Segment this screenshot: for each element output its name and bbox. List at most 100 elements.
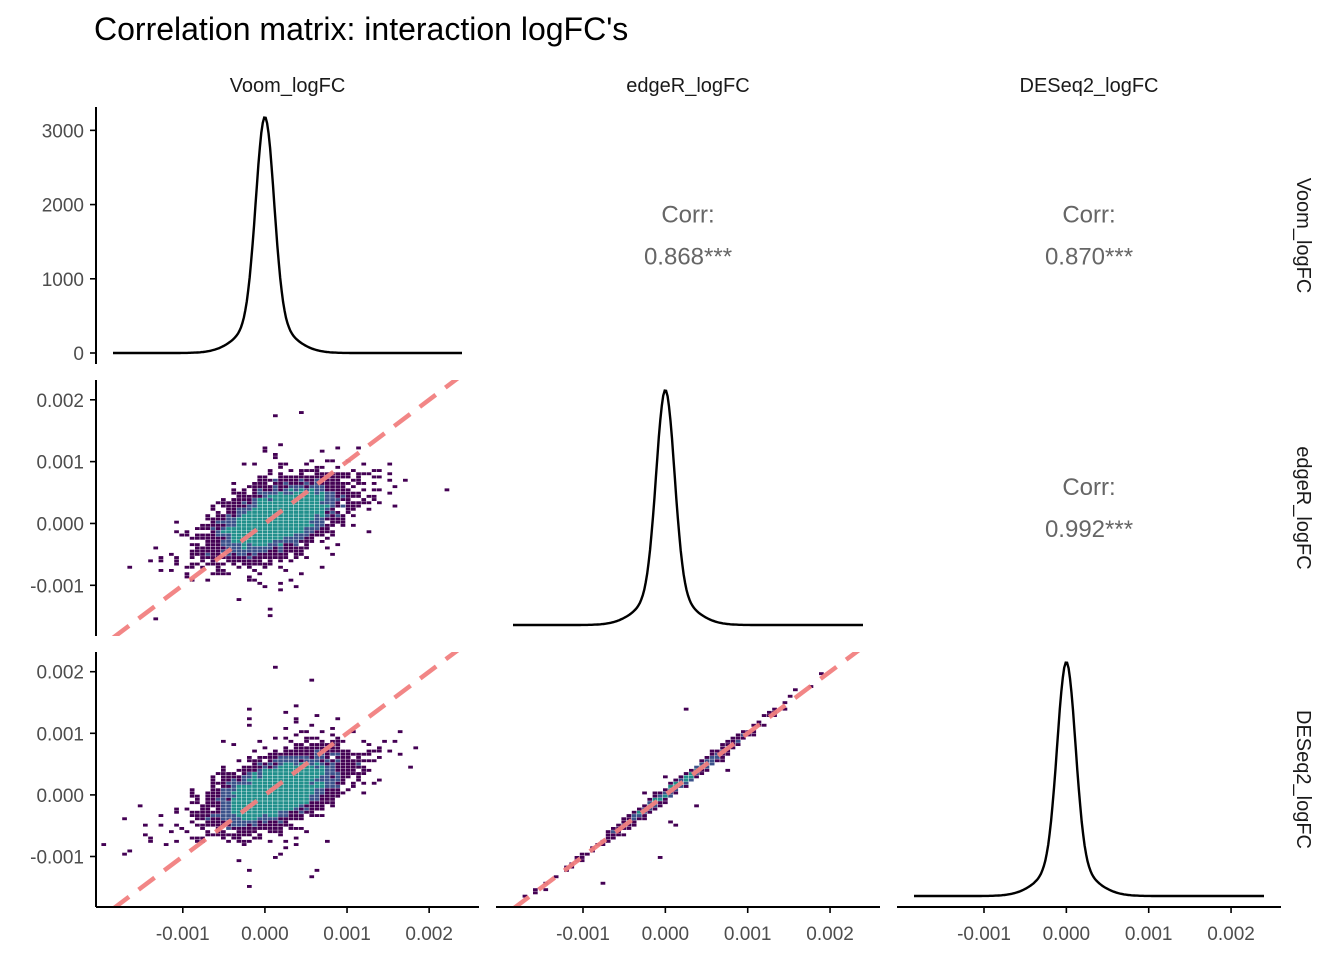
hexbin-cell [231,785,237,788]
hexbin-cell [319,504,325,508]
hexbin-cell [366,768,372,772]
hexbin-cell [205,562,211,566]
hexbin-cell [215,540,221,543]
hexbin-cell [210,507,216,511]
hexbin-cell [761,714,767,717]
hexbin-cell [283,540,289,543]
hexbin-cell [262,746,268,750]
hexbin-cell [262,585,268,589]
hexbin-cell [215,823,221,827]
hexbin-cell [247,772,252,775]
hexbin-cell [709,759,715,763]
hexbin-cell [267,507,273,511]
hexbin-cell [283,710,289,714]
hexbin-cell [299,507,304,511]
hexbin-cell [215,533,221,537]
hexbin-cell [392,485,398,489]
hexbin-cell [247,501,252,505]
hexbin-cell [652,804,658,808]
hexbin-cell [257,501,263,505]
hexbin-cell [247,552,252,556]
hexbin-cell [247,507,252,511]
hexbin-cell [184,575,190,579]
hexbin-cell [273,546,278,550]
hexbin-cell [283,569,289,572]
hexbin-cell [652,791,658,795]
hexbin-cell [377,756,382,759]
hexbin-cell [325,536,330,540]
hexbin-cell [283,552,289,556]
hexbin-cell [278,791,283,795]
hexbin-cell [335,520,341,524]
hexbin-cell [314,756,320,759]
hexbin-cell [304,797,309,801]
hexbin-cell [330,749,335,753]
hexbin-cell [314,765,320,769]
hexbin-cell [340,759,346,763]
hexbin-cell [356,472,361,476]
hexbin-cell [189,810,195,814]
hexbin-cell [288,478,294,482]
hexbin-cell [371,488,377,492]
hexbin-cell [304,511,309,514]
hexbin-cell [299,756,304,759]
hexbin-cell [293,807,299,811]
hexbin-cell [314,472,320,476]
hexbin-cell [683,781,689,785]
hexbin-cell [735,743,741,746]
hexbin-cell [189,820,195,824]
hexbin-cell [226,514,231,518]
column-strip-label: edgeR_logFC [626,75,749,97]
hexbin-cell [299,730,304,734]
hexbin-cell [236,836,242,840]
hexbin-cell [226,543,231,547]
hexbin-cell [247,517,252,521]
hexbin-cell [335,465,341,469]
hexbin-cell [195,823,200,827]
hexbin-cell [215,569,221,572]
hexbin-cell [241,507,247,511]
hexbin-cell [241,511,247,514]
hexbin-cell [720,756,725,759]
hexbin-cell [262,514,268,518]
hexbin-cell [345,504,351,508]
hexbin-cell [751,730,757,734]
hexbin-cell [195,546,200,550]
hexbin-cell [231,540,237,543]
hexbin-cell [293,482,299,485]
hexbin-cell [283,501,289,505]
hexbin-cell [252,791,257,795]
hexbin-cell [262,488,268,492]
hexbin-cell [252,836,257,840]
hexbin-cell [221,768,226,772]
hexbin-cell [247,768,252,772]
hexbin-cell [205,801,211,805]
hexbin-cell [189,562,195,566]
hexbin-cell [210,778,216,782]
hexbin-cell [247,810,252,814]
hexbin-cell [262,482,268,485]
hexbin-cell [319,527,325,530]
hexbin-cell [226,775,231,779]
hexbin-cell [278,485,283,489]
hexbin-cell [247,885,252,888]
hexbin-cell [288,485,294,489]
hexbin-cell [195,797,200,801]
hexbin-cell [241,839,247,843]
hexbin-cell [205,514,211,518]
hexbin-cell [257,504,263,508]
hexbin-cell [345,756,351,759]
column-strip-label: DESeq2_logFC [1020,75,1159,97]
hexbin-cell [200,827,205,830]
hexbin-cell [221,562,226,566]
hexbin-cell [231,743,237,746]
hexbin-cell [283,507,289,511]
hexbin-cell [403,478,408,482]
hexbin-cell [631,810,637,814]
hexbin-cell [210,781,216,785]
hexbin-cell [335,746,341,750]
hexbin-cell [330,768,335,772]
hexbin-cell [293,788,299,792]
hexbin-cell [236,598,242,601]
hexbin-cell [288,504,294,508]
